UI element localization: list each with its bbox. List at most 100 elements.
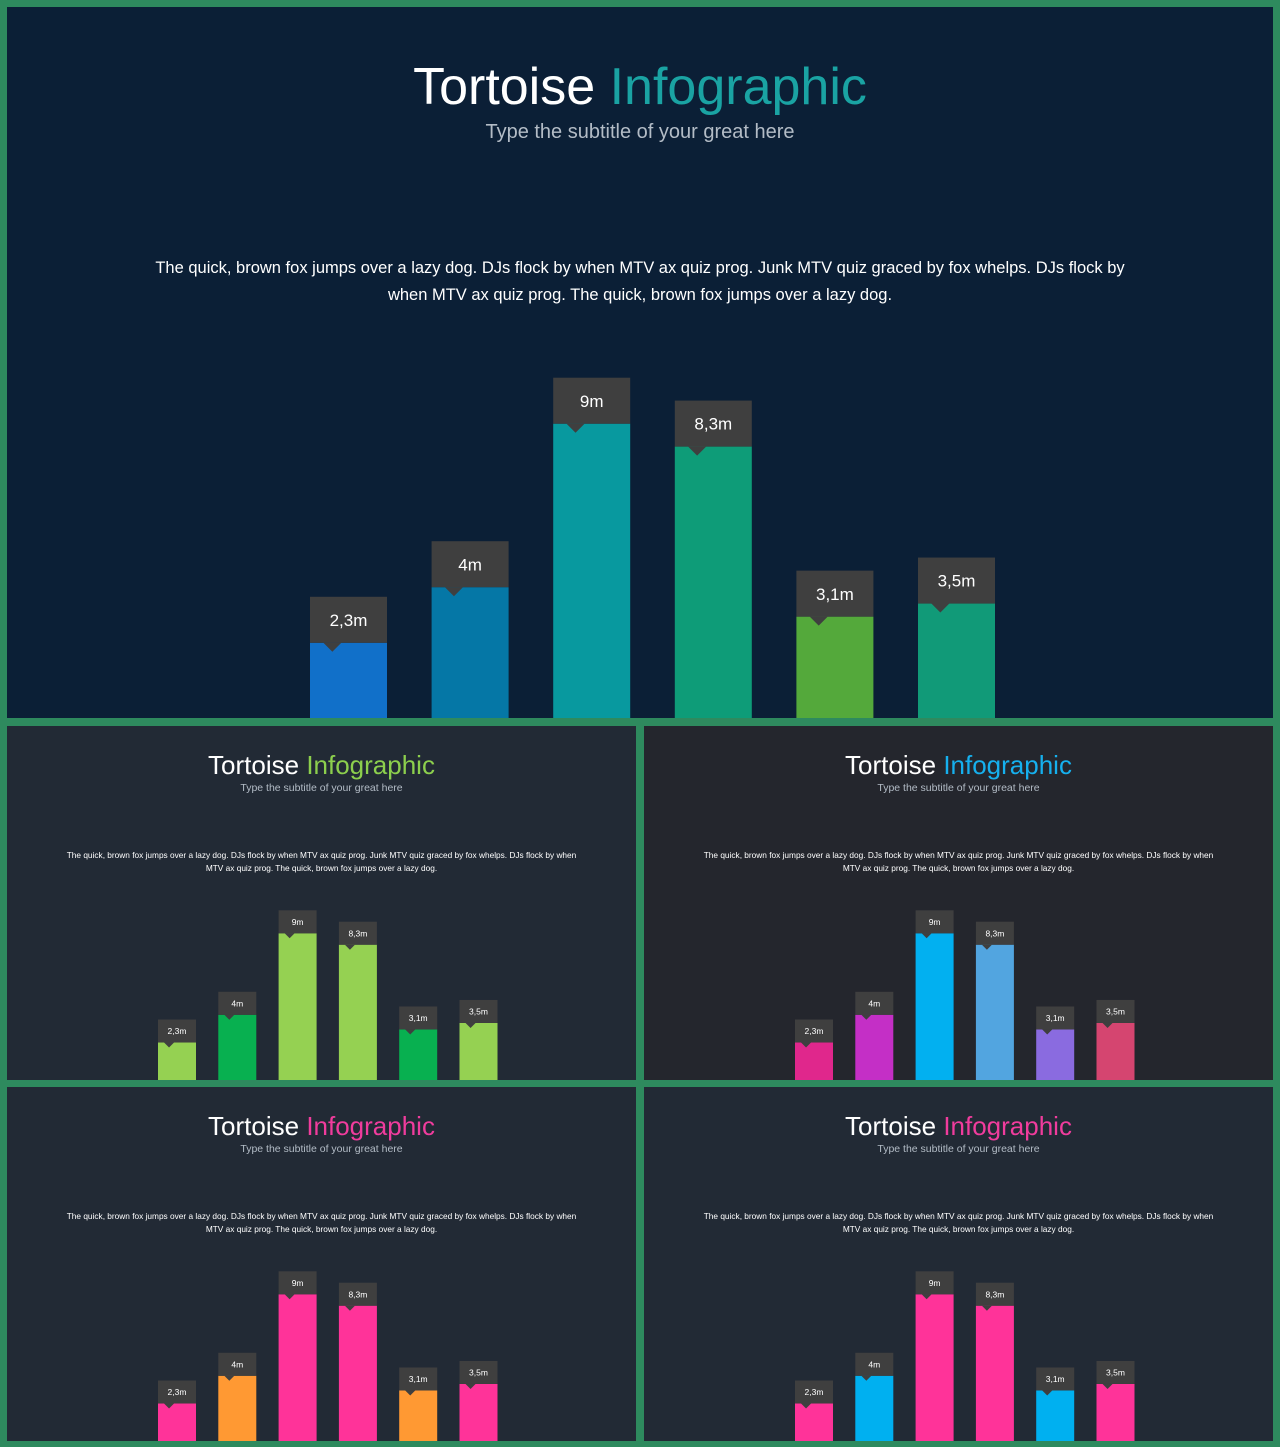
data-label-box-4 xyxy=(338,1282,377,1306)
data-label-pointer-2 xyxy=(861,1375,872,1381)
data-label-3: 9m xyxy=(292,1278,304,1288)
bar-4 xyxy=(674,446,752,718)
title-plain: Tortoise xyxy=(845,750,937,780)
bar-6 xyxy=(459,1383,498,1441)
data-label-pointer-5 xyxy=(1042,1029,1053,1035)
bar-5 xyxy=(399,1390,438,1441)
data-label-box-1 xyxy=(795,1380,833,1404)
data-label-pointer-6 xyxy=(1102,1383,1113,1389)
data-label-2: 4m xyxy=(868,1359,880,1369)
title-plain: Tortoise xyxy=(413,58,596,116)
data-label-box-6 xyxy=(1096,999,1135,1023)
bar-1 xyxy=(795,1042,833,1080)
data-label-2: 4m xyxy=(458,555,482,574)
bar-6 xyxy=(918,603,995,718)
data-label-box-4 xyxy=(975,921,1014,945)
bar-2 xyxy=(218,1375,257,1441)
data-label-pointer-6 xyxy=(931,603,950,613)
data-label-pointer-6 xyxy=(465,1383,476,1389)
data-label-pointer-2 xyxy=(861,1014,872,1020)
data-label-3: 9m xyxy=(929,1278,941,1288)
data-label-pointer-2 xyxy=(444,587,463,597)
bar-1 xyxy=(310,642,387,718)
data-label-pointer-5 xyxy=(809,616,828,626)
data-label-pointer-3 xyxy=(284,933,295,939)
bar-chart: 2,3m 4m 9m 8,3m 3,1m 3,5m xyxy=(158,910,498,1080)
bar-2 xyxy=(218,1014,257,1080)
data-label-box-2 xyxy=(855,991,894,1015)
data-label-box-2 xyxy=(218,991,257,1015)
data-label-pointer-5 xyxy=(405,1029,416,1035)
bar-6 xyxy=(1096,1022,1135,1080)
data-label-box-5 xyxy=(399,1006,438,1030)
data-label-pointer-6 xyxy=(1102,1022,1113,1028)
slide-title: Tortoise Infographic xyxy=(644,1111,1273,1142)
data-label-box-3 xyxy=(915,910,954,934)
slide-title: Tortoise Infographic xyxy=(7,750,636,781)
bar-3 xyxy=(915,1294,954,1441)
slide-subtitle: Type the subtitle of your great here xyxy=(485,121,795,143)
data-label-pointer-4 xyxy=(688,446,707,456)
data-label-pointer-4 xyxy=(344,1305,355,1311)
title-plain: Tortoise xyxy=(208,750,300,780)
data-label-box-6 xyxy=(459,1360,498,1384)
bar-chart: 2,3m 4m 9m 8,3m 3,1m 3,5m xyxy=(795,1271,1135,1441)
data-label-box-4 xyxy=(338,921,377,945)
bar-5 xyxy=(1036,1390,1075,1441)
data-label-2: 4m xyxy=(231,998,243,1008)
bar-2 xyxy=(855,1014,894,1080)
data-label-box-1 xyxy=(795,1019,833,1043)
data-label-5: 3,1m xyxy=(816,585,854,604)
bar-2 xyxy=(855,1375,894,1441)
data-label-box-5 xyxy=(796,570,874,617)
data-label-pointer-1 xyxy=(164,1042,175,1048)
data-label-box-3 xyxy=(278,1271,317,1295)
bar-chart: 2,3m 4m 9m 8,3m 3,1m 3,5m xyxy=(310,377,995,718)
data-label-pointer-4 xyxy=(981,944,992,950)
slide-variant-pink-orange: Tortoise Infographic Type the subtitle o… xyxy=(7,1087,636,1441)
data-label-box-6 xyxy=(459,999,498,1023)
data-label-box-1 xyxy=(158,1019,196,1043)
data-label-6: 3,5m xyxy=(1106,1007,1125,1017)
data-label-box-2 xyxy=(431,541,509,588)
title-plain: Tortoise xyxy=(208,1111,300,1141)
data-label-box-3 xyxy=(553,377,631,424)
slide-title: Tortoise Infographic xyxy=(7,1111,636,1142)
data-label-box-1 xyxy=(310,596,387,643)
data-label-box-5 xyxy=(399,1367,438,1391)
bar-chart: 2,3m 4m 9m 8,3m 3,1m 3,5m xyxy=(158,1271,498,1441)
data-label-6: 3,5m xyxy=(469,1007,488,1017)
bar-3 xyxy=(915,933,954,1080)
data-label-pointer-4 xyxy=(981,1305,992,1311)
title-plain: Tortoise xyxy=(845,1111,937,1141)
bar-4 xyxy=(338,944,377,1080)
bar-6 xyxy=(459,1022,498,1080)
bar-6 xyxy=(1096,1383,1135,1441)
data-label-pointer-4 xyxy=(344,944,355,950)
data-label-2: 4m xyxy=(868,998,880,1008)
slide-subtitle: Type the subtitle of your great here xyxy=(877,1143,1040,1155)
data-label-pointer-6 xyxy=(465,1022,476,1028)
data-label-1: 2,3m xyxy=(330,611,368,630)
data-label-pointer-3 xyxy=(921,933,932,939)
bar-3 xyxy=(278,1294,317,1441)
title-accent: Infographic xyxy=(609,58,867,116)
slide-body-text: The quick, brown fox jumps over a lazy d… xyxy=(703,850,1214,873)
data-label-3: 9m xyxy=(929,917,941,927)
slide-body-text: The quick, brown fox jumps over a lazy d… xyxy=(703,1211,1214,1234)
data-label-pointer-1 xyxy=(323,642,342,652)
slide-subtitle: Type the subtitle of your great here xyxy=(240,1143,403,1155)
data-label-box-2 xyxy=(218,1352,257,1376)
slide-variant-pink-cyan: Tortoise Infographic Type the subtitle o… xyxy=(644,1087,1273,1441)
data-label-pointer-2 xyxy=(224,1375,235,1381)
bar-3 xyxy=(553,423,631,718)
slide-body-text: The quick, brown fox jumps over a lazy d… xyxy=(66,1211,577,1234)
bar-1 xyxy=(158,1403,196,1441)
slide-subtitle: Type the subtitle of your great here xyxy=(877,782,1040,794)
slide-title: Tortoise Infographic xyxy=(644,750,1273,781)
data-label-6: 3,5m xyxy=(1106,1368,1125,1378)
data-label-4: 8,3m xyxy=(348,928,367,938)
data-label-4: 8,3m xyxy=(348,1289,367,1299)
data-label-1: 2,3m xyxy=(168,1387,187,1397)
data-label-pointer-5 xyxy=(1042,1390,1053,1396)
